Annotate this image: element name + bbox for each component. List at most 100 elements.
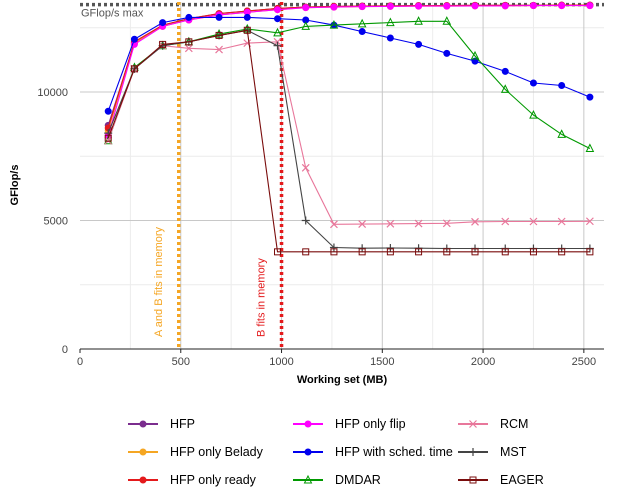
legend-label: EAGER — [500, 473, 544, 487]
data-point — [330, 248, 338, 256]
legend-label: HFP with sched. time — [335, 445, 453, 459]
data-point — [529, 248, 537, 256]
reference-lines: GFlop/s max A and B fits in memory B fits … — [80, 2, 604, 349]
data-point — [586, 248, 594, 256]
data-point — [303, 474, 313, 484]
data-point — [443, 248, 451, 256]
series-eager — [104, 26, 594, 256]
data-point — [301, 21, 311, 30]
data-point — [386, 17, 395, 27]
data-point — [215, 45, 223, 54]
legend-item: HFP — [128, 417, 195, 431]
data-point — [159, 19, 167, 27]
data-point — [585, 217, 594, 226]
data-point — [501, 248, 509, 256]
data-point — [302, 4, 310, 12]
data-point — [104, 134, 112, 142]
data-point — [103, 135, 113, 145]
data-point — [273, 27, 282, 37]
data-point — [415, 248, 423, 256]
data-point — [358, 248, 366, 256]
legend-item: HFP only flip — [293, 417, 406, 431]
data-point — [274, 248, 282, 256]
data-point — [159, 40, 167, 48]
x-axis-label: Working set (MB) — [297, 374, 388, 386]
x-tick-label: 2000 — [471, 356, 495, 368]
data-point — [558, 82, 566, 90]
data-point — [357, 18, 367, 28]
data-point — [274, 15, 282, 23]
data-point — [501, 2, 509, 10]
data-point — [304, 420, 312, 428]
data-point — [586, 2, 594, 10]
data-point — [274, 6, 282, 14]
data-point — [529, 2, 537, 10]
data-point — [301, 163, 310, 172]
data-point — [471, 57, 479, 65]
data-point — [330, 220, 338, 229]
series-hfp-only-flip — [104, 2, 594, 140]
x-tick-label: 1500 — [370, 356, 394, 368]
data-point — [558, 248, 566, 256]
data-point — [273, 41, 282, 50]
data-point — [470, 50, 480, 60]
data-point — [302, 248, 310, 256]
x-tick-label: 1000 — [269, 356, 293, 368]
data-point — [529, 217, 538, 226]
data-point — [501, 217, 510, 226]
data-point — [130, 65, 138, 73]
y-tick-label: 10000 — [37, 87, 68, 99]
legend-item: MST — [458, 445, 527, 459]
data-point — [443, 2, 451, 10]
series-line — [107, 5, 590, 136]
data-point — [557, 129, 566, 138]
data-point — [329, 20, 339, 29]
data-point — [558, 2, 566, 10]
legend-label: RCM — [500, 417, 528, 431]
axes: 0 500 1000 1500 2000 2500 0 5000 10000 — [37, 87, 604, 368]
y-axis-label: GFlop/s — [9, 165, 21, 206]
data-point — [386, 219, 395, 228]
data-point — [500, 84, 510, 93]
data-point — [469, 420, 477, 428]
data-point — [243, 26, 251, 34]
data-point — [386, 34, 394, 42]
data-point — [243, 13, 251, 21]
legend-item: HFP only ready — [128, 473, 257, 487]
y-tick-label: 5000 — [44, 215, 68, 227]
data-point — [358, 28, 366, 36]
series-layer — [103, 1, 595, 256]
legend-item: RCM — [458, 417, 528, 431]
legend-item: HFP with sched. time — [293, 445, 453, 459]
data-point — [301, 216, 310, 225]
legend-label: DMDAR — [335, 473, 381, 487]
data-point — [386, 248, 394, 256]
data-point — [185, 13, 193, 21]
data-point — [469, 476, 477, 484]
data-point — [215, 31, 223, 39]
series-line — [107, 41, 590, 225]
data-point — [557, 217, 566, 226]
series-hfp-with-sched-time — [104, 13, 594, 115]
ref-line-label: B fits in memory — [256, 258, 268, 337]
data-point — [414, 16, 423, 25]
data-point — [304, 448, 312, 456]
data-point — [443, 49, 451, 57]
data-point — [529, 79, 537, 87]
legend-label: HFP only flip — [335, 417, 406, 431]
legend: HFP HFP only flip RCM HFP only Belady HFP wi… — [128, 417, 544, 487]
data-point — [139, 420, 147, 428]
data-point — [329, 243, 338, 252]
legend-item: EAGER — [458, 473, 544, 487]
data-point — [386, 243, 395, 252]
data-point — [469, 448, 477, 456]
data-point — [104, 129, 113, 138]
data-point — [130, 35, 138, 43]
data-point — [471, 217, 479, 226]
legend-label: HFP — [170, 417, 195, 431]
data-point — [442, 219, 451, 228]
data-point — [529, 109, 538, 119]
data-point — [415, 40, 423, 48]
legend-label: HFP only Belady — [170, 445, 264, 459]
